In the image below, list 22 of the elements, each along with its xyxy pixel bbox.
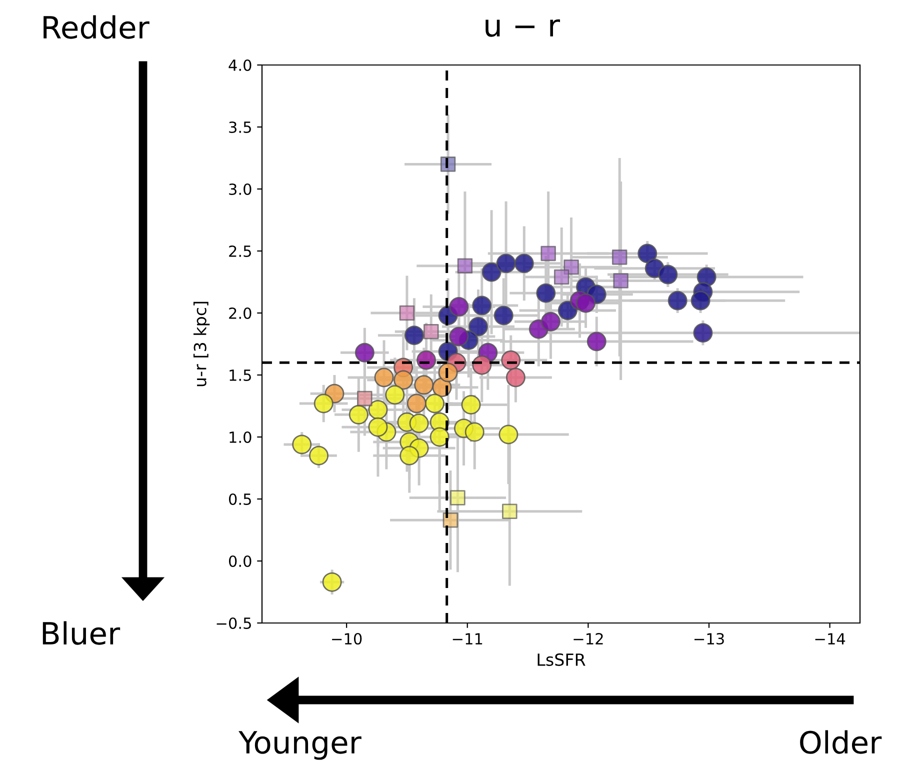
y-tick-label: 4.0 [228, 59, 252, 72]
x-tick-label: −12 [574, 632, 603, 644]
y-tick-label: 0.0 [228, 555, 252, 568]
x-axis-title: LsSFR [538, 653, 586, 666]
y-tick-label: 1.0 [230, 431, 252, 444]
text: Older [800, 730, 882, 754]
x-tick-label: −11 [452, 633, 482, 644]
chart-title: u − r [486, 19, 560, 37]
x-tick-label: −10 [332, 632, 362, 645]
y-tick-label: 2.0 [229, 307, 252, 320]
y-tick-label: 2.5 [229, 245, 251, 258]
y-tick-label: 1.5 [230, 370, 251, 382]
y-tick-label: 3.5 [229, 121, 251, 134]
y-axis-title: u-r [3 kpc] [193, 302, 210, 386]
y-tick-label: 0.5 [228, 493, 251, 506]
text: Redder [44, 15, 150, 39]
y-tick-label: 3.0 [229, 183, 252, 196]
x-tick-label: −14 [815, 633, 846, 644]
text: Younger [238, 731, 362, 760]
x-tick-label: −13 [694, 632, 724, 645]
y-tick-label: −0.5 [216, 617, 251, 630]
text: Bluer [42, 621, 120, 645]
